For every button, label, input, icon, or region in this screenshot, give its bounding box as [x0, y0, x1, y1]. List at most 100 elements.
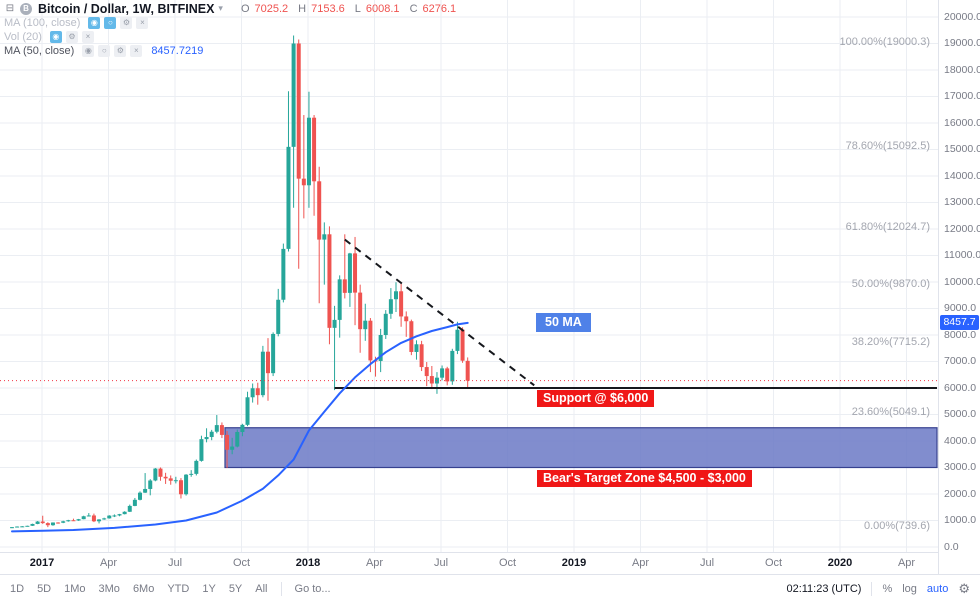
close-icon[interactable]: × — [130, 44, 143, 57]
eye-icon[interactable]: ◉ — [82, 44, 95, 57]
target-zone-rect — [224, 427, 938, 469]
time-axis-label: Jul — [167, 557, 183, 569]
range-button-5d[interactable]: 5D — [37, 583, 52, 595]
support-annotation-label[interactable]: Support @ $6,000 — [537, 390, 655, 407]
indicator-label[interactable]: MA (50, close) — [4, 44, 75, 57]
time-axis-label: Apr — [897, 557, 916, 569]
candle-body — [132, 499, 137, 506]
price-tick-label: 11000.0 — [944, 249, 980, 261]
candle-body — [312, 117, 317, 182]
range-button-3mo[interactable]: 3Mo — [98, 583, 120, 595]
candle-body — [194, 460, 199, 474]
candle-body — [250, 388, 255, 398]
chevron-down-icon[interactable]: ▾ — [218, 3, 223, 13]
candle-body — [107, 515, 112, 519]
ma50-annotation-label[interactable]: 50 MA — [536, 313, 591, 332]
price-tick-label: 10000.0 — [944, 275, 980, 288]
range-button-5y[interactable]: 5Y — [228, 583, 243, 595]
candle-body — [260, 351, 265, 396]
candle-body — [25, 525, 30, 527]
indicator-label[interactable]: Vol (20) — [4, 30, 42, 43]
indicator-label[interactable]: MA (100, close) — [4, 16, 81, 29]
candle-body — [327, 234, 332, 328]
candle-body — [138, 492, 142, 500]
time-axis-label: 2019 — [561, 557, 587, 569]
candle-body — [465, 360, 470, 381]
candle-body — [71, 520, 76, 522]
eye-icon[interactable]: ◉ — [49, 30, 62, 43]
price-axis[interactable]: 8457.7 20000.0 19000.0 18000.0 17000.0 16000… — [938, 0, 980, 574]
bottom-toolbar: 1D 5D 1Mo 3Mo 6Mo YTD 1Y 5Y All Go to...… — [0, 574, 980, 603]
candle-body — [178, 480, 183, 495]
time-axis-label: Oct — [764, 557, 783, 569]
candle-body — [394, 291, 398, 300]
log-scale-button[interactable]: log — [902, 583, 917, 595]
candle-body — [317, 181, 322, 240]
price-chart[interactable] — [0, 0, 938, 552]
candle-body — [214, 425, 219, 432]
percent-scale-button[interactable]: % — [882, 583, 893, 595]
candle-body — [168, 478, 173, 481]
ohlc-low-value: 6008.1 — [365, 2, 400, 15]
range-button-6mo[interactable]: 6Mo — [132, 583, 155, 595]
target-zone-annotation-label[interactable]: Bear's Target Zone $4,500 - $3,000 — [537, 470, 752, 487]
settings-gear-icon[interactable]: ⚙ — [958, 581, 970, 596]
close-icon[interactable]: × — [81, 30, 94, 43]
settings-icon[interactable]: ⚙ — [65, 30, 78, 43]
time-axis-label: Apr — [99, 557, 118, 569]
candle-body — [419, 344, 424, 368]
btc-logo-icon: B — [20, 2, 32, 15]
candle-body — [440, 368, 445, 378]
candle-body — [388, 299, 393, 314]
candle-body — [143, 488, 148, 493]
ohlc-close-value: 6276.1 — [422, 2, 457, 15]
candle-body — [424, 367, 429, 377]
time-axis-label: Apr — [365, 557, 384, 569]
circle-icon[interactable]: ○ — [104, 16, 117, 29]
candle-body — [291, 43, 296, 147]
candle-body — [255, 388, 260, 396]
price-tick-label: 3000.0 — [944, 461, 977, 473]
candle-body — [86, 515, 91, 517]
range-button-all[interactable]: All — [255, 583, 268, 595]
ohlc-low-key: L — [354, 2, 361, 15]
candle-body — [455, 329, 460, 351]
eye-icon[interactable]: ◉ — [88, 16, 101, 29]
candle-body — [209, 431, 214, 438]
goto-button[interactable]: Go to... — [294, 583, 331, 595]
settings-icon[interactable]: ⚙ — [114, 44, 127, 57]
range-button-ytd[interactable]: YTD — [167, 583, 190, 595]
candle-body — [240, 424, 245, 432]
auto-scale-button[interactable]: auto — [926, 583, 949, 595]
time-axis-label: 2018 — [295, 557, 321, 569]
candle-body — [281, 248, 286, 300]
candle-body — [189, 473, 194, 475]
candle-body — [306, 117, 311, 186]
settings-icon[interactable]: ⚙ — [120, 16, 133, 29]
price-tick-label: 16000.0 — [944, 116, 980, 129]
candle-body — [158, 468, 163, 477]
candle-body — [184, 474, 189, 495]
range-button-1y[interactable]: 1Y — [202, 583, 216, 595]
price-tick-label: 2000.0 — [944, 487, 977, 500]
price-tick-label: 20000.0 — [944, 10, 980, 23]
scale-controls: 02:11:23 (UTC) % log auto ⚙ — [786, 581, 970, 597]
candle-body — [378, 335, 383, 361]
close-icon[interactable]: × — [136, 16, 149, 29]
candle-body — [56, 522, 61, 524]
symbol-title[interactable]: Bitcoin / Dollar, 1W, BITFINEX — [38, 1, 215, 16]
time-axis-label: Jul — [699, 557, 715, 569]
candle-body — [122, 511, 127, 515]
price-tick-label: 17000.0 — [944, 90, 980, 102]
range-button-1d[interactable]: 1D — [10, 583, 25, 595]
clock-utc[interactable]: 02:11:23 (UTC) — [786, 583, 862, 595]
price-tick-label: 15000.0 — [944, 143, 980, 155]
candle-body — [296, 43, 301, 179]
candle-body — [148, 480, 153, 489]
indicator-row-ma50: MA (50, close) ◉ ○ ⚙ × 8457.7219 — [4, 44, 456, 57]
circle-icon[interactable]: ○ — [98, 44, 111, 57]
time-axis[interactable]: 2017 Apr Jul Oct 2018 Apr Jul Oct 2019 Apr Jul Oct 2… — [0, 552, 938, 575]
collapse-icon[interactable]: ⊟ — [5, 2, 15, 14]
range-button-1mo[interactable]: 1Mo — [64, 583, 86, 595]
